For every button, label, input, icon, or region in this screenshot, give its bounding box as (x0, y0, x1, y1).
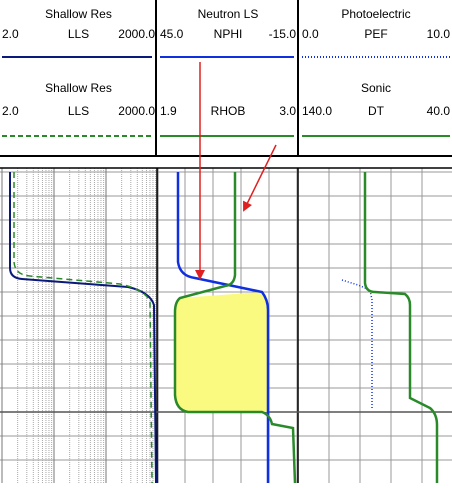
mnemonic: PEF (364, 27, 387, 41)
panel-title: Neutron LS (198, 7, 259, 21)
mnemonic: NPHI (214, 27, 243, 41)
crossover-fill (175, 292, 268, 412)
panel-title: Shallow Res (45, 81, 112, 95)
panel-title: Shallow Res (45, 7, 112, 21)
lls-curve (9, 172, 157, 484)
scale-left: 2.0 (2, 104, 19, 118)
arrow (243, 144, 277, 212)
mnemonic: LLS (68, 104, 89, 118)
scale-right: 10.0 (427, 27, 451, 41)
scale-left: 45.0 (160, 27, 184, 41)
panel-title: Photoelectric (341, 7, 410, 21)
rhob-curve (173, 172, 297, 484)
mnemonic: DT (368, 104, 385, 118)
header-texts: Shallow Res 2.0 LLS 2000.0 Neutron LS 45.0 NPH… (2, 7, 450, 118)
mnemonic: RHOB (211, 104, 246, 118)
scale-right: 40.0 (427, 104, 451, 118)
lls-dashed-curve (13, 172, 153, 484)
scale-left: 1.9 (160, 104, 177, 118)
scale-left: 140.0 (302, 104, 332, 118)
scale-left: 2.0 (2, 27, 19, 41)
dt-curve (363, 172, 439, 483)
scale-right: 3.0 (279, 104, 296, 118)
header-frame (0, 0, 452, 157)
scale-left: 0.0 (302, 27, 319, 41)
scale-right: 2000.0 (118, 104, 155, 118)
scale-right: 2000.0 (118, 27, 155, 41)
panel-title: Sonic (361, 81, 391, 95)
mnemonic: LLS (68, 27, 89, 41)
scale-right: -15.0 (269, 27, 297, 41)
